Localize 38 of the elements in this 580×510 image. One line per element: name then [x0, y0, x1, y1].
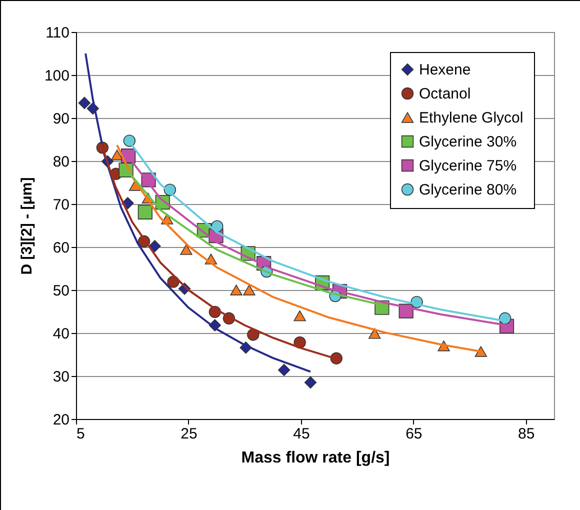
- legend-label: Glycerine 80%: [419, 182, 517, 198]
- y-tick-label: 110: [46, 24, 70, 42]
- legend-label: Hexene: [419, 62, 471, 78]
- x-tick-label: 25: [180, 426, 198, 442]
- point: [180, 244, 192, 255]
- y-tick-label: 40: [52, 326, 70, 342]
- y-tick-label: 80: [52, 154, 70, 170]
- y-tick-label: 30: [52, 368, 70, 386]
- x-tick-label: 45: [293, 426, 310, 442]
- x-tick-label: 85: [518, 426, 535, 442]
- point: [294, 310, 306, 322]
- legend-label: Octanol: [419, 86, 471, 102]
- y-tick-label: 70: [52, 196, 70, 214]
- y-tick-label: 100: [44, 68, 70, 84]
- y-tick-label: 20: [52, 412, 70, 428]
- point: [230, 284, 242, 296]
- y-axis-title: D [3][2] - [μm]: [18, 177, 36, 275]
- legend-label: Glycerine 75%: [419, 158, 517, 174]
- point: [368, 328, 381, 339]
- point: [78, 96, 91, 110]
- y-tick-label: 90: [52, 110, 70, 128]
- line-series: [84, 52, 312, 373]
- x-tick-label: 5: [76, 426, 85, 442]
- y-tick-label: 50: [52, 282, 70, 300]
- x-axis-title: Mass flow rate [g/s]: [241, 450, 390, 466]
- point: [330, 352, 342, 364]
- legend-label: Ethylene Glycol: [419, 110, 524, 126]
- point: [138, 204, 152, 220]
- point: [474, 346, 487, 357]
- point: [247, 328, 260, 341]
- x-tick-label: 65: [406, 426, 422, 442]
- legend-label: Glycerine 30%: [419, 134, 517, 150]
- point: [148, 240, 161, 252]
- y-tick-label: 60: [52, 240, 70, 256]
- point: [123, 134, 136, 147]
- point: [278, 364, 290, 376]
- point: [243, 284, 256, 296]
- point: [304, 376, 317, 389]
